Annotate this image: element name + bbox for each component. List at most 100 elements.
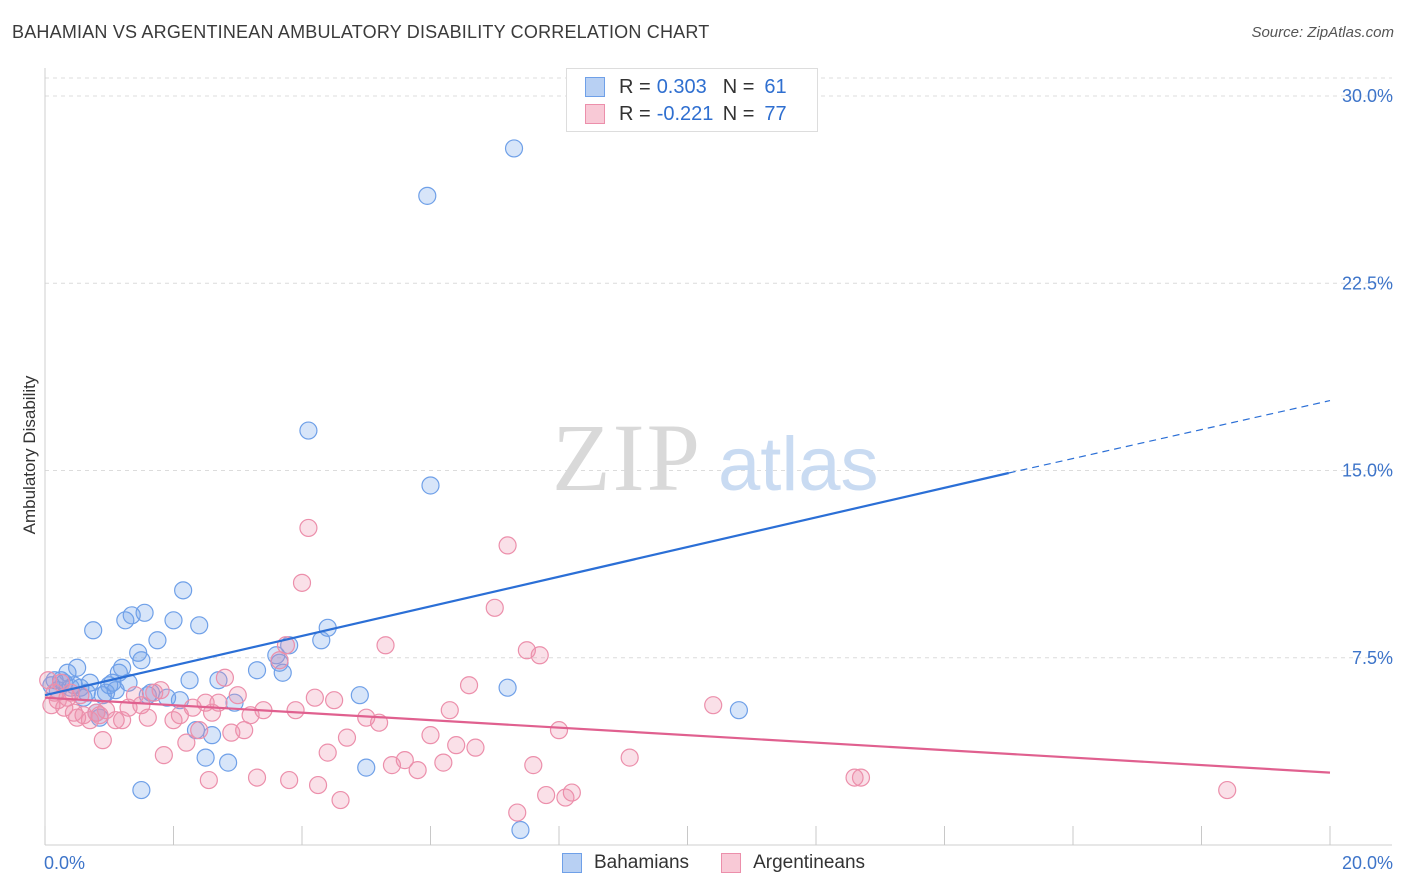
argentineans-point [215,668,234,687]
stats-legend: R = 0.303 N = 61 R = -0.221 N = 77 [566,68,818,132]
bahamians-point [729,701,749,720]
argentineans-point [80,711,100,730]
argentineans-point [485,598,504,617]
scatter-points [39,139,1237,840]
bahamians-point [84,621,103,640]
series-legend: Bahamians Argentineans [562,852,897,874]
argentineans-point [331,790,350,810]
bahamians-legend-label: Bahamians [594,852,690,873]
argentineans-n-value: 77 [764,102,787,125]
argentineans-point [440,701,459,720]
bahamians-point [180,671,199,690]
stats-legend-row-argentineans: R = -0.221 N = 77 [585,102,787,126]
argentineans-point [421,726,440,745]
y-axis-label: Ambulatory Disability [20,375,39,535]
axes [44,68,1392,846]
argentineans-point [395,751,414,770]
x-tick-label-0: 0.0% [44,853,85,873]
argentineans-point [434,753,453,772]
argentineans-r-value: -0.221 [656,102,714,125]
bahamians-point [164,611,183,630]
argentineans-point [292,573,312,592]
argentineans-point [447,736,466,755]
argentineans-point [376,636,395,655]
bahamians-point [418,186,437,205]
argentineans-point [530,646,549,665]
bahamians-point [247,661,267,680]
argentineans-point [408,760,427,780]
bahamians-point [190,616,209,635]
argentineans-point [286,701,305,720]
argentineans-point [1218,780,1237,800]
argentineans-point [549,721,569,740]
stats-legend-row-bahamians: R = 0.303 N = 61 [585,75,787,99]
bahamians-point [174,581,193,600]
bahamians-n-value: 61 [764,75,787,98]
bahamians-point [148,631,167,650]
r-label: R = [619,102,651,125]
bahamians-r-value: 0.303 [656,75,707,98]
grid-lines [45,77,1392,659]
argentineans-point [93,731,112,750]
argentineans-point [199,770,218,790]
argentineans-point [337,728,357,747]
argentineans-point [562,783,581,802]
bahamians-point [299,421,318,440]
tick-labels: 7.5% 15.0% 22.5% 30.0% 0.0% 20.0% [44,86,1393,873]
bahamians-point [421,476,440,495]
argentineans-legend-label: Argentineans [753,852,866,873]
r-label: R = [619,75,651,98]
argentineans-point [524,756,543,775]
argentineans-point [190,721,209,740]
argentineans-point [228,686,247,705]
bahamians-point [132,651,151,670]
argentineans-point [299,518,318,538]
argentineans-point [466,738,485,757]
argentineans-point [305,688,324,707]
argentineans-point [318,743,337,762]
n-label: N = [722,102,755,125]
y-tick-label-2: 22.5% [1342,273,1393,293]
argentineans-point [325,691,344,710]
legend-item-argentineans[interactable]: Argentineans [721,852,865,874]
argentineans-point [151,681,170,700]
trend-lines [44,400,1331,774]
bahamians-point [504,139,524,158]
source-label: Source: ZipAtlas.com [1251,24,1394,41]
bahamians-point [196,748,215,767]
bahamians-swatch [585,77,605,97]
argentineans-point [620,748,639,767]
bahamians-legend-swatch [562,853,582,873]
argentineans-point [270,651,289,670]
watermark-zip: ZIP [552,404,702,511]
argentineans-point [138,708,157,727]
argentineans-point [154,746,173,765]
argentineans-point [845,768,864,787]
legend-item-bahamians[interactable]: Bahamians [562,852,689,874]
bahamians-trend-extension [1008,400,1331,474]
bahamians-point [219,753,238,772]
bahamians-point [357,758,376,777]
y-tick-label-0: 7.5% [1352,648,1393,668]
argentineans-point [106,711,125,730]
bahamians-point [511,820,530,840]
bahamians-point [68,658,87,677]
argentineans-point [459,676,479,695]
argentineans-swatch [585,104,605,124]
bahamians-point [112,658,132,677]
bahamians-point [132,780,151,800]
argentineans-point [508,803,527,822]
bahamians-point [350,686,369,705]
n-label: N = [722,75,755,98]
bahamians-point [498,678,517,697]
chart-title: BAHAMIAN VS ARGENTINEAN AMBULATORY DISAB… [12,22,710,42]
argentineans-legend-swatch [721,853,742,873]
y-tick-label-1: 15.0% [1342,461,1393,481]
argentineans-point [537,785,556,805]
argentineans-point [308,775,328,795]
x-tick-label-1: 20.0% [1342,853,1393,873]
argentineans-point [235,721,254,740]
argentineans-point [280,770,299,790]
series-argentineans [39,518,1237,822]
